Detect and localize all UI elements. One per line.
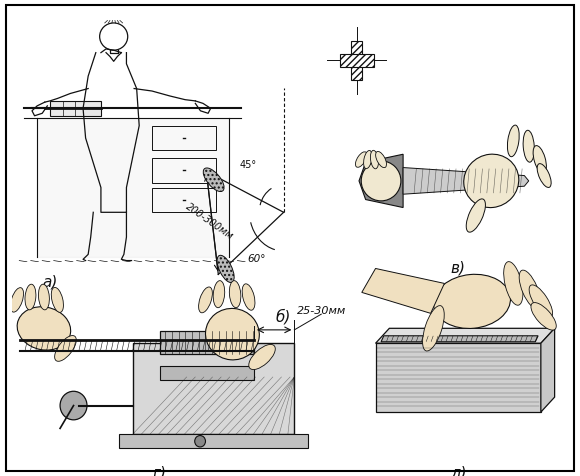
Text: 60°: 60°: [247, 254, 266, 264]
Ellipse shape: [25, 284, 36, 310]
Ellipse shape: [51, 288, 63, 312]
Text: б): б): [276, 309, 291, 325]
Text: 200-300мм: 200-300мм: [184, 201, 235, 242]
Ellipse shape: [205, 308, 259, 360]
Bar: [340, 54, 374, 67]
Ellipse shape: [55, 336, 77, 361]
Ellipse shape: [10, 288, 24, 312]
Ellipse shape: [38, 284, 49, 310]
Ellipse shape: [17, 307, 71, 350]
Bar: [152, 158, 216, 183]
Ellipse shape: [371, 150, 379, 169]
Ellipse shape: [361, 161, 401, 201]
Ellipse shape: [523, 130, 534, 162]
Ellipse shape: [249, 345, 276, 369]
Ellipse shape: [203, 168, 224, 191]
Bar: [133, 343, 294, 434]
Ellipse shape: [529, 285, 553, 318]
Bar: [351, 41, 362, 80]
Bar: [119, 434, 308, 448]
Polygon shape: [403, 168, 529, 194]
Ellipse shape: [433, 274, 510, 328]
Ellipse shape: [198, 287, 212, 313]
Ellipse shape: [519, 270, 541, 309]
Circle shape: [60, 391, 87, 420]
Bar: [160, 331, 254, 354]
Ellipse shape: [423, 306, 444, 351]
Text: д): д): [450, 466, 466, 476]
Ellipse shape: [242, 284, 255, 310]
Bar: [50, 101, 101, 116]
Polygon shape: [359, 154, 403, 208]
Text: а): а): [42, 274, 57, 289]
Text: г): г): [153, 466, 166, 476]
Ellipse shape: [364, 150, 372, 169]
Ellipse shape: [376, 151, 386, 168]
Text: в): в): [451, 261, 466, 276]
Polygon shape: [376, 343, 541, 412]
Ellipse shape: [464, 154, 519, 208]
Ellipse shape: [531, 303, 556, 330]
Ellipse shape: [466, 199, 485, 232]
Ellipse shape: [356, 152, 367, 167]
Polygon shape: [362, 268, 444, 313]
Circle shape: [195, 436, 205, 447]
Ellipse shape: [508, 125, 519, 157]
Ellipse shape: [537, 164, 551, 188]
Bar: [160, 366, 254, 380]
Polygon shape: [376, 328, 554, 343]
Text: 25-30мм: 25-30мм: [297, 306, 346, 316]
Ellipse shape: [503, 262, 523, 305]
Polygon shape: [381, 336, 538, 342]
Polygon shape: [541, 328, 554, 412]
Ellipse shape: [533, 146, 546, 174]
Ellipse shape: [213, 281, 224, 307]
Ellipse shape: [217, 255, 234, 282]
Ellipse shape: [229, 281, 241, 307]
Bar: [152, 126, 216, 150]
Bar: [152, 188, 216, 212]
Text: 45°: 45°: [240, 160, 257, 170]
